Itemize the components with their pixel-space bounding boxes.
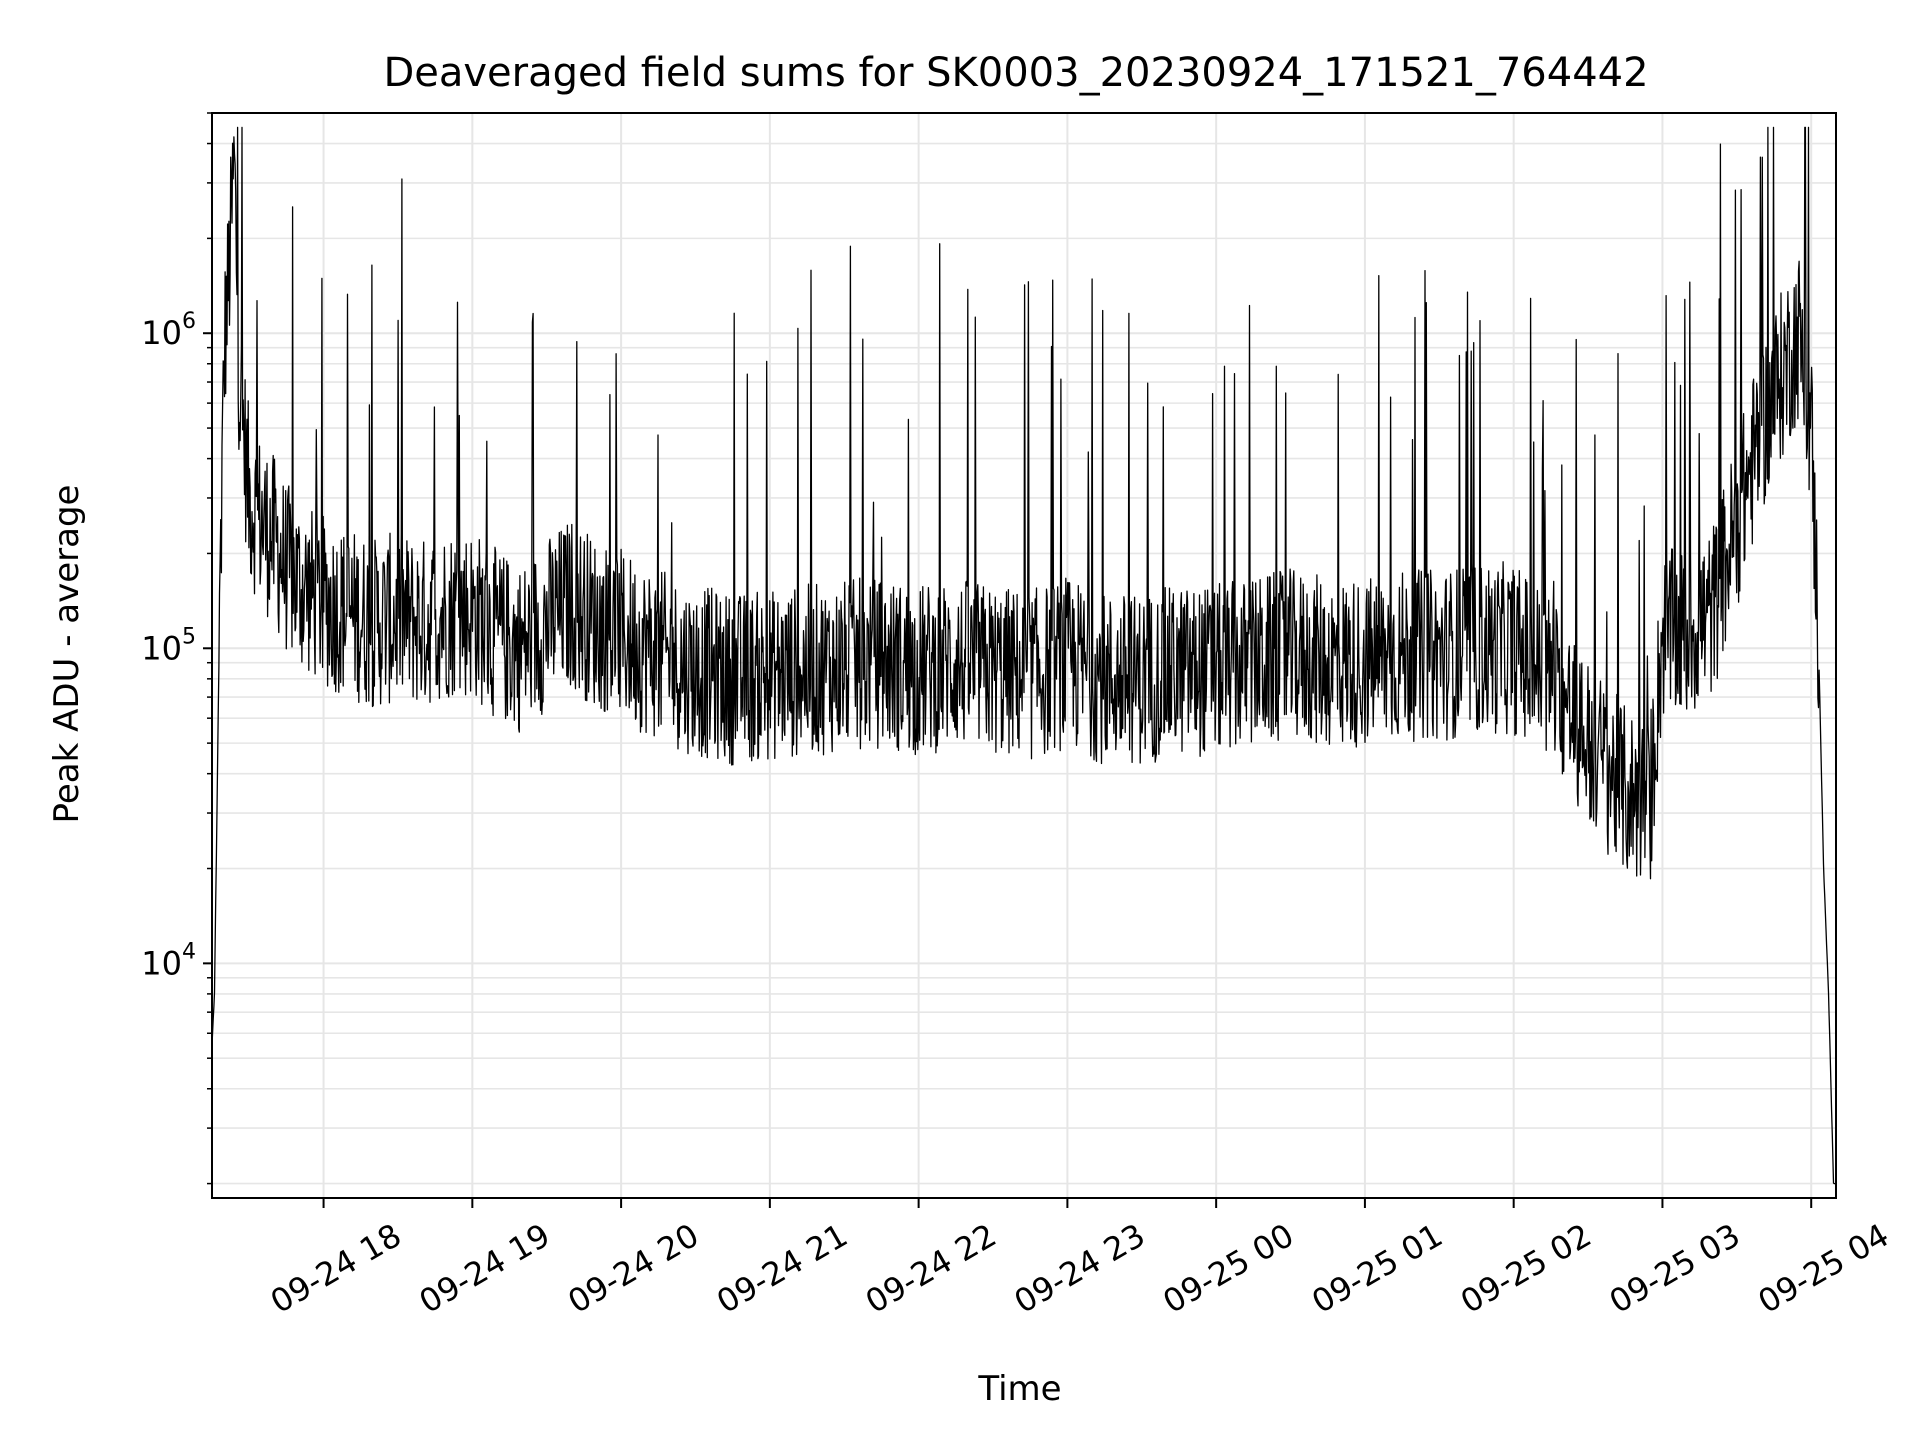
y-axis-label: Peak ADU - average xyxy=(47,485,87,824)
series-line xyxy=(211,126,1837,1185)
y-tick-label: 106 xyxy=(141,309,196,352)
chart-title: Deaveraged field sums for SK0003_2023092… xyxy=(383,50,1648,96)
y-tick-label: 104 xyxy=(141,939,196,982)
y-tick-label-base: 10 xyxy=(141,944,182,982)
y-tick-label-exponent: 6 xyxy=(182,309,196,334)
y-tick-label-exponent: 5 xyxy=(182,624,196,649)
y-tick-label-base: 10 xyxy=(141,629,182,667)
y-tick-label-base: 10 xyxy=(141,314,182,352)
x-axis-label: Time xyxy=(977,1369,1061,1409)
y-tick-label: 105 xyxy=(141,624,196,667)
axes-frame xyxy=(211,112,1837,1199)
y-tick-label-exponent: 4 xyxy=(182,939,196,964)
series-group xyxy=(211,126,1837,1185)
